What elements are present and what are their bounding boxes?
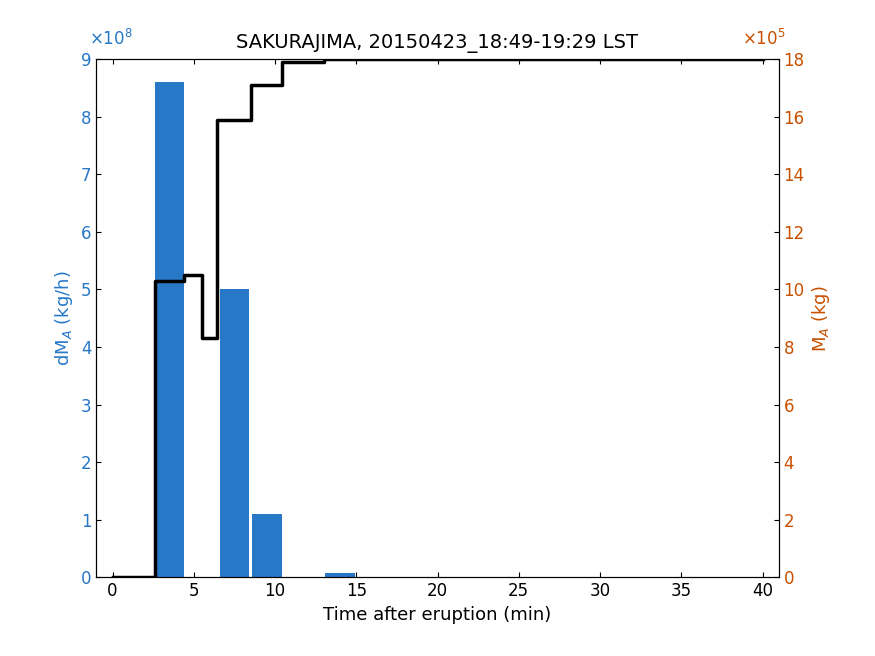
Bar (252, 514, 282, 577)
Title: SAKURAJIMA, 20150423_18:49-19:29 LST: SAKURAJIMA, 20150423_18:49-19:29 LST (236, 34, 639, 53)
Text: $\times$10$^5$: $\times$10$^5$ (742, 29, 786, 49)
Bar (220, 289, 249, 577)
Text: $\times$10$^8$: $\times$10$^8$ (89, 29, 133, 49)
Y-axis label: dM$_A$ (kg/h): dM$_A$ (kg/h) (53, 270, 75, 366)
Bar (155, 82, 184, 577)
Y-axis label: M$_A$ (kg): M$_A$ (kg) (810, 285, 832, 352)
X-axis label: Time after eruption (min): Time after eruption (min) (324, 605, 551, 624)
Bar (326, 573, 354, 577)
